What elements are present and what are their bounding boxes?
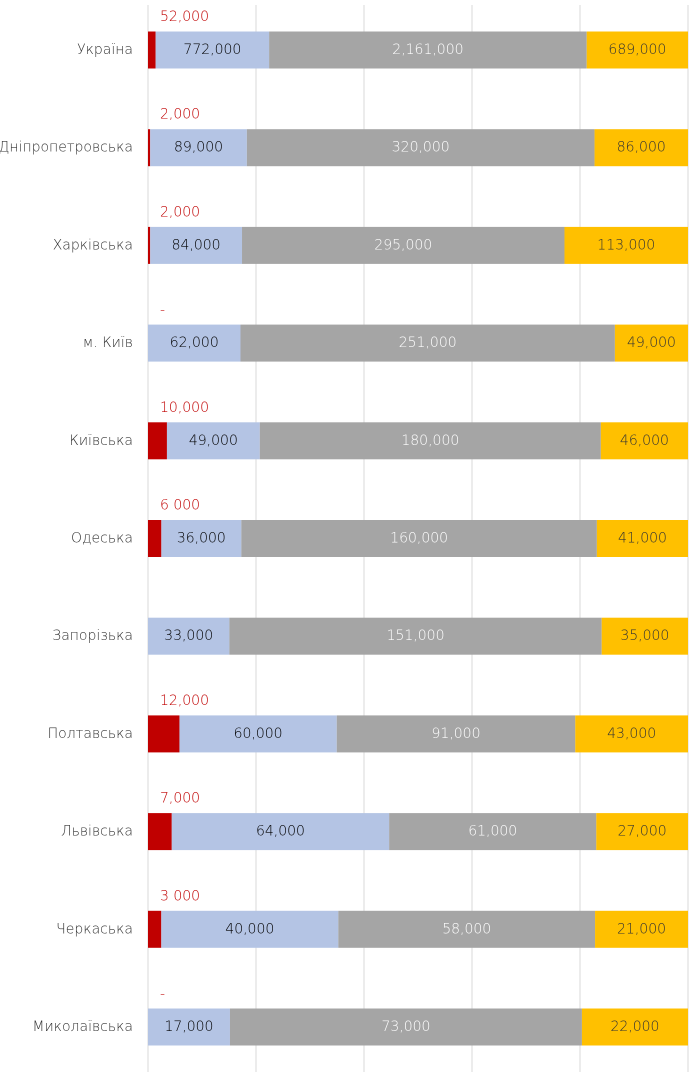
- value-label: 64,000: [256, 824, 305, 840]
- value-label: 10,000: [160, 400, 209, 416]
- value-label: 772,000: [183, 42, 241, 58]
- value-label: 40,000: [225, 921, 274, 937]
- bar-segment: [166, 422, 260, 460]
- value-label: 58,000: [442, 921, 491, 937]
- value-label: 7,000: [160, 791, 200, 807]
- bar-segment: [259, 422, 601, 460]
- value-label: 2,000: [160, 107, 200, 123]
- bar-segment: [564, 226, 688, 264]
- bar-segment: [148, 422, 167, 460]
- bar-segment: [148, 129, 151, 167]
- value-label: 35,000: [620, 628, 669, 644]
- bar-segment: [161, 910, 339, 948]
- value-label: 295,000: [374, 237, 432, 253]
- value-label: 89,000: [174, 140, 223, 156]
- value-label: 36,000: [177, 531, 226, 547]
- bar-segment: [171, 813, 390, 851]
- value-label: 160,000: [390, 531, 448, 547]
- value-label: 689,000: [608, 42, 666, 58]
- value-label: 2,161,000: [392, 42, 463, 58]
- category-label: Миколаївська: [32, 1019, 133, 1035]
- bar-segment: [596, 520, 688, 557]
- value-label: 2,000: [160, 204, 200, 220]
- value-label: 12,000: [160, 693, 209, 709]
- bar-segment: [148, 910, 162, 948]
- category-label: Україна: [77, 42, 133, 58]
- value-label: 41,000: [618, 531, 667, 547]
- value-label: -: [160, 986, 165, 1002]
- value-label: 151,000: [387, 628, 445, 644]
- value-label: 3 000: [160, 888, 200, 904]
- value-label: 6 000: [160, 498, 200, 514]
- bar-segment: [338, 910, 596, 948]
- bar-segment: [148, 813, 172, 851]
- value-label: 84,000: [172, 237, 221, 253]
- value-label: 43,000: [607, 726, 656, 742]
- bar-segment: [229, 617, 602, 655]
- bar-segment: [600, 422, 688, 460]
- category-label: Харківська: [53, 237, 133, 253]
- bar-segment: [614, 324, 688, 362]
- bar-segment: [148, 715, 180, 753]
- value-label: 17,000: [164, 1019, 213, 1035]
- value-label: 27,000: [618, 824, 667, 840]
- value-label: 62,000: [170, 335, 219, 351]
- bar-segment: [269, 31, 587, 69]
- bar-segment: [148, 226, 151, 264]
- bar-segment: [575, 715, 688, 753]
- category-label: Київська: [69, 433, 133, 449]
- value-label: 180,000: [401, 433, 459, 449]
- value-label: 320,000: [392, 140, 450, 156]
- bar-segment: [240, 324, 615, 362]
- bar-segment: [148, 1008, 230, 1046]
- category-label: Одеська: [71, 531, 133, 547]
- bar-segment: [246, 129, 595, 167]
- value-label: 49,000: [189, 433, 238, 449]
- value-label: 251,000: [399, 335, 457, 351]
- category-label: Запорізька: [52, 628, 133, 644]
- bar-segment: [389, 813, 597, 851]
- value-label: 46,000: [620, 433, 669, 449]
- bar-segment: [150, 226, 243, 264]
- bar-segment: [241, 520, 597, 557]
- value-label: 22,000: [610, 1019, 659, 1035]
- value-label: -: [160, 302, 165, 318]
- value-label: 73,000: [381, 1019, 430, 1035]
- category-label: Полтавська: [48, 726, 133, 742]
- bar-segment: [148, 31, 156, 69]
- value-label: 61,000: [468, 824, 517, 840]
- bar-segment: [150, 129, 247, 167]
- value-label: 86,000: [617, 140, 666, 156]
- bar-segment: [595, 910, 688, 948]
- category-label: Львівська: [61, 824, 133, 840]
- bar-segment: [581, 1008, 688, 1046]
- value-label: 91,000: [432, 726, 481, 742]
- value-label: 49,000: [627, 335, 676, 351]
- bar-segment: [148, 520, 162, 557]
- bar-segment: [148, 617, 230, 655]
- bar-segment: [148, 324, 241, 362]
- bar-segment: [229, 1008, 582, 1046]
- value-label: 60,000: [234, 726, 283, 742]
- value-label: 21,000: [617, 921, 666, 937]
- bar-segment: [179, 715, 337, 753]
- bar-segment: [586, 31, 688, 69]
- value-label: 52,000: [160, 9, 209, 25]
- bar-segment: [336, 715, 576, 753]
- bar-segment: [594, 129, 688, 167]
- bar-segment: [155, 31, 270, 69]
- bar-segment: [601, 617, 688, 655]
- bar-segment: [596, 813, 688, 851]
- category-label: Дніпропетровська: [0, 140, 133, 156]
- value-label: 33,000: [164, 628, 213, 644]
- bar-segment: [161, 520, 242, 557]
- category-label: Черкаська: [56, 921, 133, 937]
- category-label: м. Київ: [83, 335, 133, 351]
- value-label: 113,000: [597, 237, 655, 253]
- bar-segment: [242, 226, 565, 264]
